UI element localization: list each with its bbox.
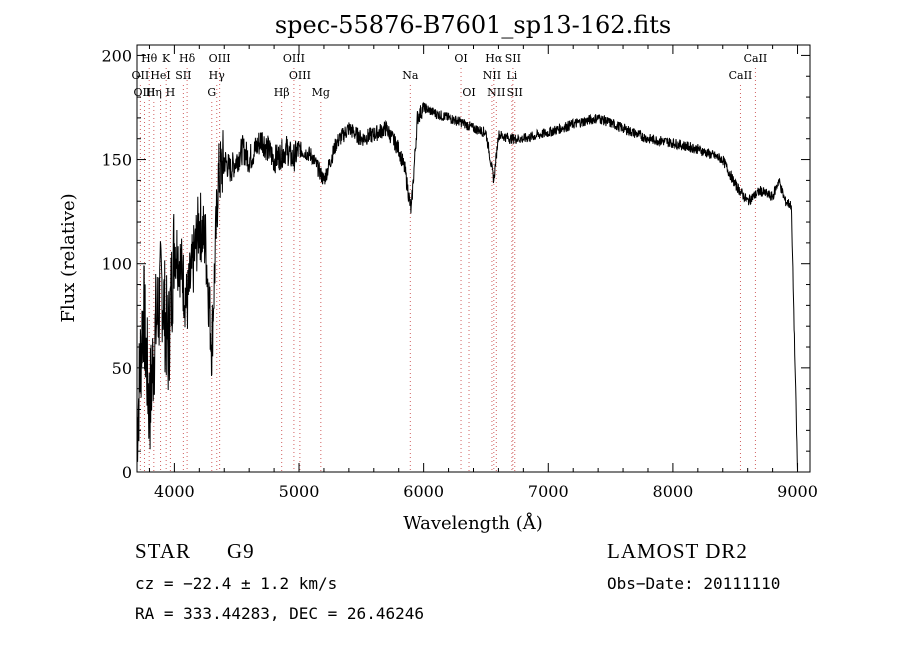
plot-frame [136, 44, 811, 473]
line-label-oiii: OIII [283, 52, 305, 65]
line-label-hγ: Hγ [209, 69, 226, 82]
line-label-hθ: Hθ [141, 52, 158, 65]
line-label-oiii: OIII [289, 69, 311, 82]
line-label-hα: Hα [485, 52, 503, 65]
line-label-caii: CaII [744, 52, 768, 65]
subclass-label: G9 [227, 539, 255, 563]
spectral-line-markers [139, 68, 756, 472]
y-tick-label: 50 [112, 359, 132, 378]
line-label-h: H [166, 86, 176, 99]
line-label-sii: SII [175, 69, 191, 82]
class-label: STAR [135, 539, 191, 563]
line-label-oi: OI [462, 86, 475, 99]
line-label-hβ: Hβ [274, 86, 290, 99]
line-label-mg: Mg [312, 86, 330, 99]
object-class: STAR G9 [135, 539, 255, 564]
x-tick-label: 5000 [279, 482, 320, 501]
line-label-oiii: OIII [209, 52, 231, 65]
x-tick-label: 8000 [653, 482, 694, 501]
x-tick-label: 4000 [154, 482, 195, 501]
line-label-k: K [162, 52, 171, 65]
line-label-sii: SII [507, 86, 523, 99]
x-tick-label: 9000 [777, 482, 818, 501]
obs-date-text: Obs−Date: 20111110 [607, 574, 781, 593]
line-label-hδ: Hδ [179, 52, 196, 65]
x-axis-label: Wavelength (Å) [403, 512, 543, 534]
line-label-sii: SII [505, 52, 521, 65]
line-label-oii: OII [132, 69, 150, 82]
survey-label: LAMOST DR2 [607, 539, 748, 563]
spectrum-series-line [136, 101, 798, 471]
line-label-oiii: OIII [133, 86, 155, 99]
axis-ticks [137, 45, 810, 473]
line-label-caii: CaII [729, 69, 753, 82]
x-tick-label: 6000 [403, 482, 444, 501]
tick-labels: 4000 5000 6000 7000 8000 9000 0 50 100 150 200 [101, 46, 817, 501]
y-axis-label: Flux (relative) [58, 193, 79, 322]
y-tick-label: 200 [101, 46, 132, 65]
line-label-hη: Hη [146, 86, 162, 99]
line-label-nii: NII [483, 69, 501, 82]
redshift-text: cz = −22.4 ± 1.2 km/s [135, 574, 338, 593]
line-label-li: Li [506, 69, 517, 82]
line-label-oi: OI [454, 52, 467, 65]
line-label-na: Na [402, 69, 419, 82]
coordinates-text: RA = 333.44283, DEC = 26.46246 [135, 604, 424, 623]
line-label-g: G [207, 86, 216, 99]
y-tick-label: 100 [101, 255, 132, 274]
y-tick-label: 150 [101, 151, 132, 170]
x-tick-label: 7000 [528, 482, 569, 501]
line-label-hei: HeI [150, 69, 170, 82]
line-label-nii: NII [487, 86, 505, 99]
y-tick-label: 0 [122, 463, 132, 482]
chart-title: spec-55876-B7601_sp13-162.fits [275, 11, 671, 39]
